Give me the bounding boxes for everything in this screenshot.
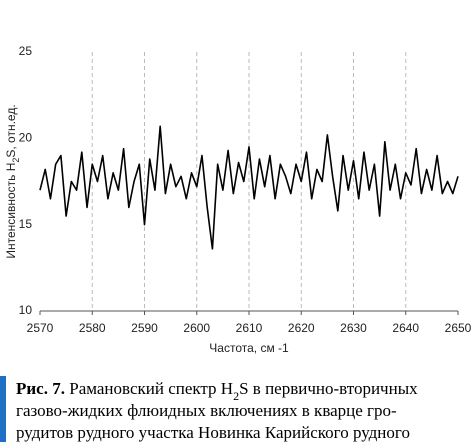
y-tick-label: 25 (19, 44, 33, 58)
y-axis-label: Интенсивность H2S, отн.ед. (4, 104, 21, 258)
y-axis-label-part: S, отн.ед. (4, 104, 18, 157)
y-axis-label-part: Интенсивность H (4, 163, 18, 259)
x-tick-label: 2590 (131, 321, 158, 335)
caption-part: 2 (233, 389, 239, 403)
caption-line: рудитов рудного участка Новинка Карийско… (16, 423, 410, 442)
y-axis-label-part: 2 (11, 158, 21, 163)
y-tick-label: 20 (19, 131, 33, 145)
caption-part: газово-жидких флюидных включениях в квар… (16, 401, 397, 420)
y-tick-label: 15 (19, 217, 33, 231)
x-tick-label: 2610 (236, 321, 263, 335)
spectrum-line (39, 125, 459, 250)
caption-part: рудитов рудного участка Новинка Карийско… (16, 423, 410, 442)
caption-part: Рис. 7. (16, 379, 65, 398)
x-tick-label: 2570 (27, 321, 54, 335)
caption-part: Рамановский спектр H (65, 379, 233, 398)
caption-line: газово-жидких флюидных включениях в квар… (16, 401, 397, 420)
caption-part: S в первично-вторичных (239, 379, 418, 398)
x-tick-label: 2620 (288, 321, 315, 335)
x-tick-label: 2640 (392, 321, 419, 335)
x-tick-label: 2650 (445, 321, 472, 335)
x-tick-label: 2600 (183, 321, 210, 335)
caption-line: Рис. 7. Рамановский спектр H2S в первичн… (16, 379, 418, 403)
x-axis-label: Частота, см -1 (209, 341, 289, 355)
x-tick-label: 2630 (340, 321, 367, 335)
x-tick-label: 2580 (79, 321, 106, 335)
y-tick-label: 10 (19, 303, 33, 317)
caption-bar (0, 376, 6, 442)
